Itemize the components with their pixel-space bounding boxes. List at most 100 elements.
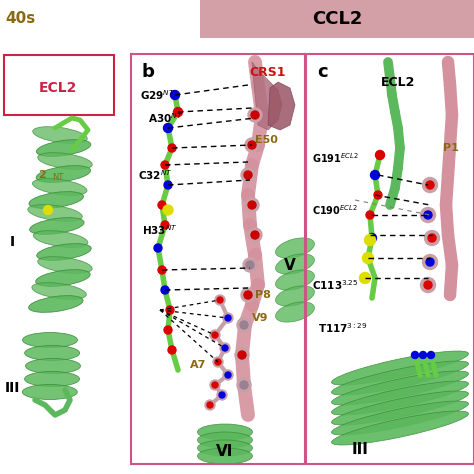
Ellipse shape (25, 372, 80, 386)
Circle shape (251, 111, 259, 119)
Circle shape (219, 392, 225, 398)
Text: III: III (352, 443, 368, 457)
Circle shape (168, 144, 176, 152)
Circle shape (164, 124, 173, 133)
Circle shape (210, 380, 220, 390)
Circle shape (248, 141, 256, 149)
Text: H33$^{NT}$: H33$^{NT}$ (142, 223, 178, 237)
Text: ECL2: ECL2 (39, 81, 77, 95)
Text: 40s: 40s (5, 10, 35, 26)
Circle shape (248, 228, 262, 242)
Circle shape (428, 352, 435, 358)
Ellipse shape (29, 191, 83, 209)
Text: A7: A7 (190, 360, 206, 370)
Ellipse shape (38, 153, 92, 169)
Circle shape (212, 332, 218, 338)
Bar (4, 55, 114, 115)
Circle shape (164, 181, 172, 189)
Circle shape (237, 318, 251, 332)
Circle shape (363, 253, 374, 264)
Circle shape (241, 168, 255, 182)
Ellipse shape (28, 296, 83, 312)
Circle shape (238, 351, 246, 359)
Circle shape (426, 181, 434, 189)
Circle shape (420, 208, 436, 222)
Circle shape (161, 286, 169, 294)
Circle shape (215, 359, 221, 365)
Ellipse shape (331, 391, 468, 425)
Circle shape (426, 258, 434, 266)
Text: 2: 2 (38, 170, 46, 180)
Ellipse shape (275, 254, 314, 274)
Circle shape (366, 211, 374, 219)
Ellipse shape (331, 411, 468, 445)
Ellipse shape (22, 384, 77, 400)
Circle shape (246, 261, 254, 269)
Circle shape (424, 281, 432, 289)
Ellipse shape (32, 179, 87, 195)
Ellipse shape (331, 381, 468, 415)
Text: C32$^{NT}$: C32$^{NT}$ (138, 168, 173, 182)
Circle shape (422, 255, 438, 270)
Circle shape (161, 221, 169, 229)
Circle shape (220, 343, 230, 353)
Text: G29$^{NT}$: G29$^{NT}$ (140, 88, 175, 102)
Circle shape (371, 171, 380, 180)
Circle shape (173, 108, 182, 117)
Circle shape (154, 244, 162, 252)
Circle shape (251, 231, 259, 239)
Ellipse shape (32, 283, 86, 300)
Circle shape (425, 230, 439, 246)
Circle shape (161, 161, 169, 169)
Text: P8: P8 (255, 290, 271, 300)
Circle shape (420, 277, 436, 292)
Ellipse shape (25, 346, 80, 361)
Circle shape (166, 306, 174, 314)
Circle shape (164, 326, 172, 334)
Circle shape (212, 382, 218, 388)
Circle shape (158, 201, 166, 209)
Text: I: I (9, 235, 15, 249)
Ellipse shape (36, 270, 90, 286)
Circle shape (171, 91, 180, 100)
Circle shape (205, 400, 215, 410)
Circle shape (235, 348, 249, 362)
Circle shape (240, 381, 248, 389)
Bar (306, 54, 474, 464)
Bar (131, 54, 305, 464)
Text: G191$^{ECL2}$: G191$^{ECL2}$ (312, 151, 359, 165)
Circle shape (217, 297, 223, 303)
Ellipse shape (275, 238, 314, 258)
Text: b: b (142, 63, 155, 81)
Text: VI: VI (216, 445, 234, 459)
Circle shape (245, 138, 259, 152)
Circle shape (243, 258, 257, 272)
Ellipse shape (33, 127, 87, 143)
Text: E50: E50 (255, 135, 278, 145)
Circle shape (245, 198, 259, 212)
Ellipse shape (36, 140, 91, 156)
Circle shape (217, 390, 227, 400)
Circle shape (237, 378, 251, 392)
Ellipse shape (26, 358, 81, 374)
Circle shape (210, 330, 220, 340)
Ellipse shape (198, 448, 253, 464)
Ellipse shape (331, 351, 468, 385)
Ellipse shape (275, 286, 314, 306)
Circle shape (424, 211, 432, 219)
Circle shape (222, 345, 228, 351)
Bar (200, 0, 474, 38)
Circle shape (375, 151, 384, 159)
Text: T117$^{3:29}$: T117$^{3:29}$ (318, 321, 367, 335)
Text: V9: V9 (252, 313, 268, 323)
Circle shape (359, 273, 371, 283)
Polygon shape (268, 82, 295, 130)
Circle shape (428, 234, 436, 242)
Circle shape (422, 177, 438, 192)
Circle shape (365, 235, 375, 246)
Circle shape (168, 346, 176, 354)
Circle shape (411, 352, 419, 358)
Text: C190$^{ECL2}$: C190$^{ECL2}$ (312, 203, 358, 217)
Circle shape (240, 321, 248, 329)
Circle shape (241, 288, 255, 302)
